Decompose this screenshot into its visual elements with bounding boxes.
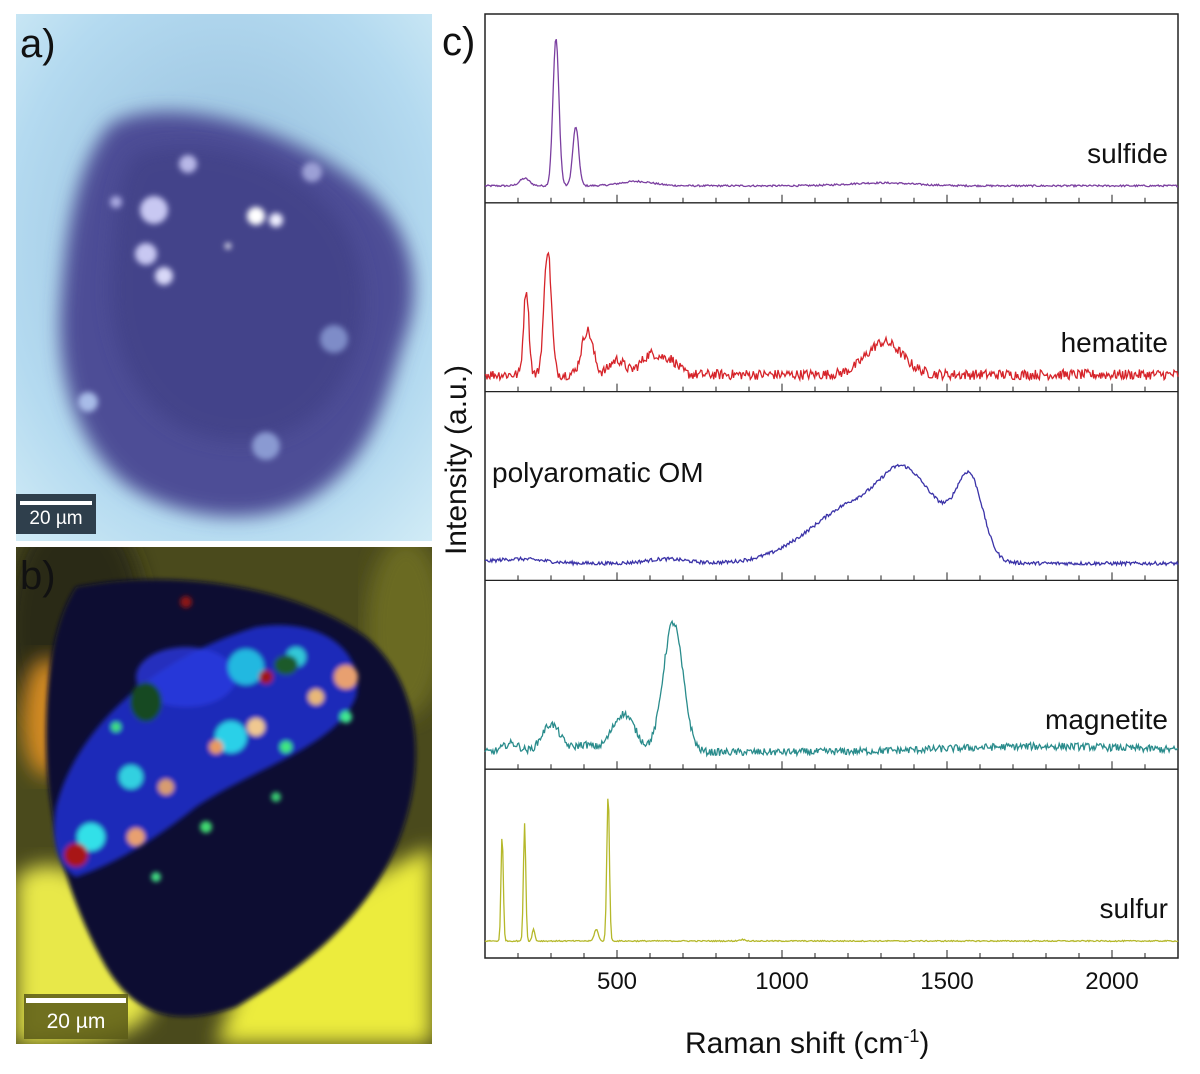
series-label-magnetite: magnetite <box>1045 704 1168 736</box>
x-tick-label: 2000 <box>1085 968 1139 995</box>
micrograph-a <box>16 14 432 541</box>
x-tick-label: 1000 <box>755 968 809 995</box>
spectrum-magnetite <box>484 619 1179 758</box>
series-label-hematite: hematite <box>1060 326 1168 358</box>
spectrum-sulfide <box>484 38 1178 189</box>
y-axis-title: Intensity (a.u.) <box>440 364 473 556</box>
series-label-polyaromatic-om: polyaromatic OM <box>492 456 704 488</box>
series-label-sulfur: sulfur <box>1099 892 1168 924</box>
plot-frame <box>484 13 1179 959</box>
spectrum-polyaromatic-om <box>485 463 1179 568</box>
x-axis-title-close: ) <box>919 1027 930 1060</box>
micrograph-b <box>16 547 432 1044</box>
x-axis-title-sup: -1 <box>903 1026 920 1046</box>
panel-label-b: b) <box>20 554 56 598</box>
panel-label-c: c) <box>442 20 476 64</box>
scale-bar-b-label: 20 µm <box>46 1010 106 1033</box>
spectrum-hematite <box>484 251 1179 383</box>
x-axis-title-text: Raman shift (cm <box>685 1027 904 1060</box>
x-axis-title: Raman shift (cm-1) <box>685 1026 929 1061</box>
scale-bar-a-label: 20 µm <box>29 508 83 529</box>
x-tick-label: 1500 <box>920 968 974 995</box>
spectrum-sulfur <box>484 798 1179 943</box>
x-tick-label: 500 <box>596 968 638 995</box>
panel-label-a: a) <box>20 22 56 66</box>
series-label-sulfide: sulfide <box>1087 137 1168 169</box>
